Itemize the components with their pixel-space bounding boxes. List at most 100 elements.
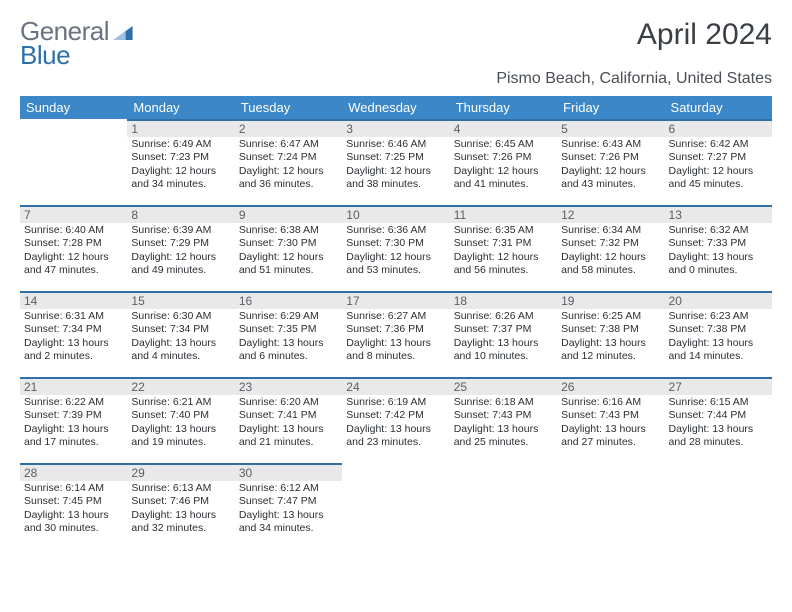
daylight-text: and 47 minutes. — [24, 264, 123, 277]
sunset-text: Sunset: 7:39 PM — [24, 409, 123, 422]
daylight-text: Daylight: 13 hours — [239, 509, 338, 522]
sunrise-text: Sunrise: 6:30 AM — [131, 310, 230, 323]
day-body: Sunrise: 6:47 AMSunset: 7:24 PMDaylight:… — [235, 137, 342, 194]
daylight-text: and 38 minutes. — [346, 178, 445, 191]
sunset-text: Sunset: 7:25 PM — [346, 151, 445, 164]
sunrise-text: Sunrise: 6:22 AM — [24, 396, 123, 409]
calendar-day-cell: 21Sunrise: 6:22 AMSunset: 7:39 PMDayligh… — [20, 377, 127, 463]
day-number: 22 — [127, 377, 234, 395]
day-number: 18 — [450, 291, 557, 309]
sunrise-text: Sunrise: 6:21 AM — [131, 396, 230, 409]
day-number: 3 — [342, 119, 449, 137]
calendar-day-cell: 23Sunrise: 6:20 AMSunset: 7:41 PMDayligh… — [235, 377, 342, 463]
day-number: 6 — [665, 119, 772, 137]
sunset-text: Sunset: 7:43 PM — [561, 409, 660, 422]
day-body: Sunrise: 6:23 AMSunset: 7:38 PMDaylight:… — [665, 309, 772, 366]
daylight-text: Daylight: 13 hours — [346, 337, 445, 350]
day-number: 13 — [665, 205, 772, 223]
logo-triangle-icon — [113, 18, 133, 44]
sunrise-text: Sunrise: 6:29 AM — [239, 310, 338, 323]
sunset-text: Sunset: 7:46 PM — [131, 495, 230, 508]
sunset-text: Sunset: 7:28 PM — [24, 237, 123, 250]
sunrise-text: Sunrise: 6:38 AM — [239, 224, 338, 237]
sunset-text: Sunset: 7:23 PM — [131, 151, 230, 164]
daylight-text: Daylight: 13 hours — [454, 337, 553, 350]
sunset-text: Sunset: 7:34 PM — [131, 323, 230, 336]
calendar-day-cell: 22Sunrise: 6:21 AMSunset: 7:40 PMDayligh… — [127, 377, 234, 463]
calendar-day-cell: 7Sunrise: 6:40 AMSunset: 7:28 PMDaylight… — [20, 205, 127, 291]
daylight-text: Daylight: 12 hours — [131, 251, 230, 264]
daylight-text: and 32 minutes. — [131, 522, 230, 535]
day-number: 4 — [450, 119, 557, 137]
daylight-text: Daylight: 13 hours — [239, 423, 338, 436]
day-body: Sunrise: 6:14 AMSunset: 7:45 PMDaylight:… — [20, 481, 127, 538]
sunset-text: Sunset: 7:26 PM — [561, 151, 660, 164]
daylight-text: Daylight: 13 hours — [346, 423, 445, 436]
calendar-week-row: 1Sunrise: 6:49 AMSunset: 7:23 PMDaylight… — [20, 119, 772, 205]
sunrise-text: Sunrise: 6:27 AM — [346, 310, 445, 323]
calendar-day-cell: 16Sunrise: 6:29 AMSunset: 7:35 PMDayligh… — [235, 291, 342, 377]
daylight-text: and 56 minutes. — [454, 264, 553, 277]
day-body: Sunrise: 6:45 AMSunset: 7:26 PMDaylight:… — [450, 137, 557, 194]
calendar-week-row: 7Sunrise: 6:40 AMSunset: 7:28 PMDaylight… — [20, 205, 772, 291]
day-body: Sunrise: 6:46 AMSunset: 7:25 PMDaylight:… — [342, 137, 449, 194]
calendar-day-cell: 27Sunrise: 6:15 AMSunset: 7:44 PMDayligh… — [665, 377, 772, 463]
sunset-text: Sunset: 7:38 PM — [669, 323, 768, 336]
day-number: 17 — [342, 291, 449, 309]
sunset-text: Sunset: 7:30 PM — [239, 237, 338, 250]
calendar-day-cell: 26Sunrise: 6:16 AMSunset: 7:43 PMDayligh… — [557, 377, 664, 463]
weekday-header: Thursday — [450, 96, 557, 119]
calendar-day-cell: 11Sunrise: 6:35 AMSunset: 7:31 PMDayligh… — [450, 205, 557, 291]
sunrise-text: Sunrise: 6:31 AM — [24, 310, 123, 323]
weekday-header: Sunday — [20, 96, 127, 119]
daylight-text: Daylight: 12 hours — [239, 165, 338, 178]
day-number: 20 — [665, 291, 772, 309]
daylight-text: and 23 minutes. — [346, 436, 445, 449]
daylight-text: and 49 minutes. — [131, 264, 230, 277]
daylight-text: and 58 minutes. — [561, 264, 660, 277]
weekday-header-row: Sunday Monday Tuesday Wednesday Thursday… — [20, 96, 772, 119]
sunset-text: Sunset: 7:34 PM — [24, 323, 123, 336]
sunrise-text: Sunrise: 6:36 AM — [346, 224, 445, 237]
calendar-day-cell: 20Sunrise: 6:23 AMSunset: 7:38 PMDayligh… — [665, 291, 772, 377]
day-body: Sunrise: 6:21 AMSunset: 7:40 PMDaylight:… — [127, 395, 234, 452]
calendar-day-cell: 19Sunrise: 6:25 AMSunset: 7:38 PMDayligh… — [557, 291, 664, 377]
sunrise-text: Sunrise: 6:45 AM — [454, 138, 553, 151]
day-body: Sunrise: 6:19 AMSunset: 7:42 PMDaylight:… — [342, 395, 449, 452]
daylight-text: Daylight: 13 hours — [24, 509, 123, 522]
weekday-header: Tuesday — [235, 96, 342, 119]
day-body: Sunrise: 6:39 AMSunset: 7:29 PMDaylight:… — [127, 223, 234, 280]
day-number: 19 — [557, 291, 664, 309]
calendar-day-cell: 13Sunrise: 6:32 AMSunset: 7:33 PMDayligh… — [665, 205, 772, 291]
day-body: Sunrise: 6:31 AMSunset: 7:34 PMDaylight:… — [20, 309, 127, 366]
day-body: Sunrise: 6:26 AMSunset: 7:37 PMDaylight:… — [450, 309, 557, 366]
sunset-text: Sunset: 7:37 PM — [454, 323, 553, 336]
day-body: Sunrise: 6:42 AMSunset: 7:27 PMDaylight:… — [665, 137, 772, 194]
page-title: April 2024 — [637, 18, 772, 52]
daylight-text: Daylight: 12 hours — [561, 251, 660, 264]
daylight-text: and 19 minutes. — [131, 436, 230, 449]
day-number: 9 — [235, 205, 342, 223]
day-number: 25 — [450, 377, 557, 395]
daylight-text: and 17 minutes. — [24, 436, 123, 449]
daylight-text: Daylight: 12 hours — [131, 165, 230, 178]
calendar-day-cell: 18Sunrise: 6:26 AMSunset: 7:37 PMDayligh… — [450, 291, 557, 377]
calendar-day-cell: 3Sunrise: 6:46 AMSunset: 7:25 PMDaylight… — [342, 119, 449, 205]
sunset-text: Sunset: 7:38 PM — [561, 323, 660, 336]
weekday-header: Monday — [127, 96, 234, 119]
sunrise-text: Sunrise: 6:15 AM — [669, 396, 768, 409]
daylight-text: and 6 minutes. — [239, 350, 338, 363]
day-body: Sunrise: 6:20 AMSunset: 7:41 PMDaylight:… — [235, 395, 342, 452]
sunrise-text: Sunrise: 6:40 AM — [24, 224, 123, 237]
daylight-text: Daylight: 13 hours — [561, 423, 660, 436]
calendar-day-cell: 4Sunrise: 6:45 AMSunset: 7:26 PMDaylight… — [450, 119, 557, 205]
day-number: 5 — [557, 119, 664, 137]
calendar-week-row: 28Sunrise: 6:14 AMSunset: 7:45 PMDayligh… — [20, 463, 772, 549]
daylight-text: and 27 minutes. — [561, 436, 660, 449]
calendar-day-cell — [450, 463, 557, 549]
day-number: 2 — [235, 119, 342, 137]
daylight-text: Daylight: 13 hours — [561, 337, 660, 350]
daylight-text: and 0 minutes. — [669, 264, 768, 277]
daylight-text: and 12 minutes. — [561, 350, 660, 363]
calendar-day-cell: 14Sunrise: 6:31 AMSunset: 7:34 PMDayligh… — [20, 291, 127, 377]
